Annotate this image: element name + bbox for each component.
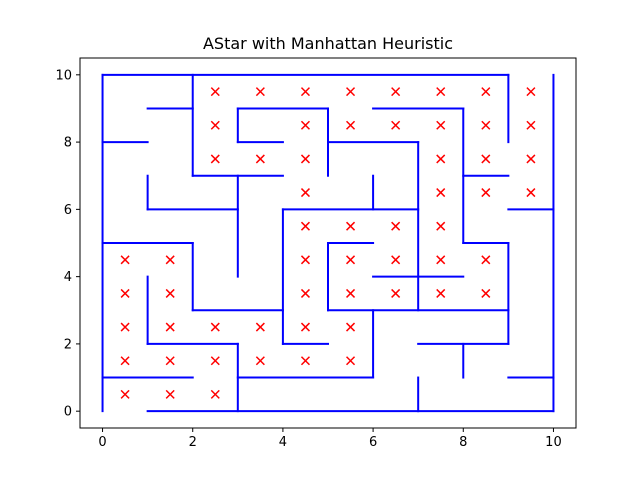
explored-node-marker bbox=[526, 188, 536, 198]
explored-node-marker bbox=[391, 120, 401, 130]
explored-node-marker bbox=[210, 356, 220, 366]
explored-node-marker bbox=[481, 188, 491, 198]
explored-node-marker bbox=[120, 356, 130, 366]
y-tick-label: 4 bbox=[64, 270, 72, 285]
explored-node-marker bbox=[210, 322, 220, 332]
explored-node-marker bbox=[255, 356, 265, 366]
x-tick-label: 8 bbox=[459, 435, 467, 450]
explored-node-marker bbox=[346, 120, 356, 130]
explored-node-marker bbox=[436, 288, 446, 298]
explored-node-marker bbox=[300, 288, 310, 298]
explored-node-marker bbox=[300, 221, 310, 231]
explored-node-marker bbox=[300, 356, 310, 366]
x-tick-label: 0 bbox=[98, 435, 106, 450]
explored-node-marker bbox=[255, 154, 265, 164]
explored-node-marker bbox=[165, 356, 175, 366]
explored-node-marker bbox=[391, 87, 401, 97]
explored-node-marker bbox=[346, 356, 356, 366]
maze-walls bbox=[101, 73, 555, 413]
explored-node-marker bbox=[300, 120, 310, 130]
explored-node-marker bbox=[165, 255, 175, 265]
explored-node-marker bbox=[346, 322, 356, 332]
y-tick-label: 8 bbox=[64, 136, 72, 151]
explored-node-marker bbox=[210, 389, 220, 399]
explored-node-marker bbox=[436, 255, 446, 265]
x-tick-label: 2 bbox=[189, 435, 197, 450]
x-tick-label: 10 bbox=[545, 435, 562, 450]
explored-node-marker bbox=[481, 154, 491, 164]
explored-node-marker bbox=[391, 288, 401, 298]
y-tick-label: 10 bbox=[55, 68, 72, 83]
explored-node-marker bbox=[120, 255, 130, 265]
y-tick-label: 0 bbox=[64, 405, 72, 420]
explored-node-marker bbox=[346, 288, 356, 298]
explored-node-marker bbox=[300, 87, 310, 97]
axes-frame bbox=[79, 57, 577, 429]
explored-node-marker bbox=[300, 154, 310, 164]
explored-node-marker bbox=[300, 322, 310, 332]
explored-node-marker bbox=[210, 120, 220, 130]
explored-node-marker bbox=[255, 322, 265, 332]
axis-ticks: 0 2 4 6 8 10 0 2 4 6 8 10 bbox=[55, 68, 561, 450]
explored-node-marker bbox=[391, 221, 401, 231]
explored-node-marker bbox=[481, 120, 491, 130]
explored-node-marker bbox=[481, 255, 491, 265]
explored-node-marker bbox=[481, 87, 491, 97]
explored-node-marker bbox=[436, 87, 446, 97]
y-tick-label: 6 bbox=[64, 203, 72, 218]
explored-node-marker bbox=[346, 255, 356, 265]
x-tick-label: 4 bbox=[279, 435, 287, 450]
explored-node-marker bbox=[210, 87, 220, 97]
explored-node-marker bbox=[255, 87, 265, 97]
explored-node-marker bbox=[526, 154, 536, 164]
y-tick-label: 2 bbox=[64, 337, 72, 352]
explored-node-marker bbox=[300, 255, 310, 265]
x-tick-label: 6 bbox=[369, 435, 377, 450]
explored-node-marker bbox=[120, 288, 130, 298]
chart-title: AStar with Manhattan Heuristic bbox=[203, 34, 453, 53]
explored-node-marker bbox=[346, 221, 356, 231]
explored-markers bbox=[120, 87, 536, 399]
explored-node-marker bbox=[436, 154, 446, 164]
explored-node-marker bbox=[120, 322, 130, 332]
explored-node-marker bbox=[526, 87, 536, 97]
explored-node-marker bbox=[165, 288, 175, 298]
explored-node-marker bbox=[300, 188, 310, 198]
explored-node-marker bbox=[391, 255, 401, 265]
explored-node-marker bbox=[436, 188, 446, 198]
explored-node-marker bbox=[210, 154, 220, 164]
explored-node-marker bbox=[165, 322, 175, 332]
explored-node-marker bbox=[436, 221, 446, 231]
explored-node-marker bbox=[436, 120, 446, 130]
explored-node-marker bbox=[346, 87, 356, 97]
explored-node-marker bbox=[165, 389, 175, 399]
explored-node-marker bbox=[481, 288, 491, 298]
explored-node-marker bbox=[120, 389, 130, 399]
explored-node-marker bbox=[526, 120, 536, 130]
